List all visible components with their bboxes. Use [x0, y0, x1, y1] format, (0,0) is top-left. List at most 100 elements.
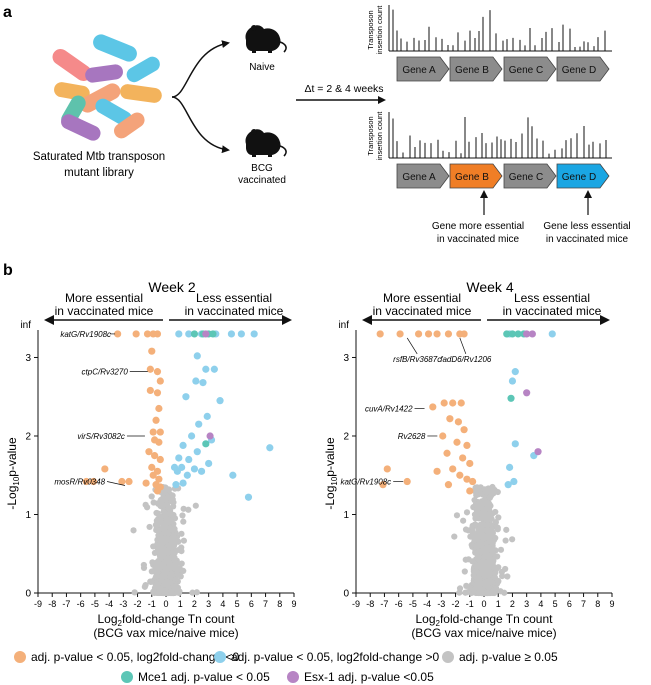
- point-nonsignificant: [176, 565, 183, 572]
- mouse-naive-icon: [245, 25, 287, 53]
- legend-swatch: [121, 671, 133, 683]
- point-blue: [193, 352, 201, 360]
- nonsignificant-points: [130, 483, 200, 597]
- point-blue: [210, 365, 218, 373]
- point-orange: [142, 479, 150, 487]
- legend-swatch: [14, 651, 26, 663]
- point-orange: [379, 481, 387, 489]
- gene-arrow: Gene B: [449, 56, 503, 82]
- series-orange: [376, 330, 477, 495]
- gene-arrow: Gene A: [396, 163, 450, 189]
- series-mce1: [190, 330, 217, 448]
- gene-label: Gene D: [562, 172, 596, 183]
- point-mce1: [209, 330, 217, 338]
- point-nonsignificant: [160, 560, 167, 567]
- series-blue: [170, 330, 274, 501]
- annotation-more-line1: Gene more essential: [432, 221, 524, 232]
- point-blue: [175, 330, 183, 338]
- x-tick-label: -1: [148, 599, 156, 609]
- point-nonsignificant: [158, 516, 165, 524]
- point-orange: [149, 428, 157, 436]
- y-tick-label: 0: [25, 589, 31, 600]
- x-tick-label: 1: [496, 599, 501, 609]
- point-orange: [414, 330, 423, 338]
- gene-shape: [556, 163, 610, 189]
- x-tick-label: -7: [62, 599, 70, 609]
- point-mce1: [507, 394, 515, 402]
- y-axis-label: -Log10p-value: [5, 437, 21, 510]
- point-orange: [153, 330, 162, 338]
- point-nonsignificant: [164, 549, 172, 556]
- point-blue: [203, 412, 211, 420]
- point-nonsignificant: [463, 509, 471, 516]
- series-blue: [504, 330, 556, 489]
- mouse-vaccinated-label-line2: vaccinated: [238, 175, 286, 186]
- inf-label: inf: [20, 320, 31, 331]
- point-nonsignificant: [168, 588, 175, 595]
- point-nonsignificant: [478, 564, 485, 571]
- point-blue: [229, 471, 237, 479]
- point-nonsignificant: [475, 548, 482, 555]
- point-nonsignificant: [158, 577, 165, 584]
- point-esx1: [206, 432, 214, 440]
- legend-label: adj. p-value < 0.05, log2fold-change <0: [31, 650, 239, 664]
- point-orange: [444, 481, 453, 489]
- legend-item: adj. p-value ≥ 0.05: [442, 650, 558, 664]
- bacteria-cluster-icon: [52, 34, 162, 141]
- point-nonsignificant: [485, 558, 492, 565]
- point-nonsignificant: [471, 536, 478, 543]
- point-nonsignificant: [484, 516, 491, 523]
- point-mce1: [503, 330, 511, 338]
- point-blue: [199, 379, 207, 387]
- point-blue: [266, 444, 274, 452]
- point-nonsignificant: [179, 512, 186, 519]
- gene-annotation: cuvA/Rv1422: [365, 405, 413, 414]
- arrow-left-line1: More essential: [383, 291, 461, 305]
- inf-label: inf: [338, 320, 349, 331]
- chart-title: Week 2: [148, 279, 195, 295]
- point-nonsignificant: [495, 578, 502, 585]
- point-nonsignificant: [497, 588, 504, 595]
- y-tick-label: 1: [343, 510, 349, 521]
- point-orange: [424, 330, 433, 338]
- point-blue: [508, 377, 517, 385]
- point-blue: [179, 479, 187, 487]
- gene-annotation: ctpC/Rv3270: [82, 368, 129, 377]
- point-orange: [396, 330, 404, 338]
- point-nonsignificant: [148, 493, 155, 500]
- point-orange: [439, 432, 447, 440]
- point-nonsignificant: [177, 573, 184, 580]
- point-nonsignificant: [176, 588, 183, 595]
- point-blue: [185, 455, 193, 464]
- track-bottom-ylabel-line2: insertion count: [375, 111, 384, 161]
- point-blue: [185, 330, 193, 338]
- gene-label: Gene B: [455, 172, 489, 183]
- point-orange: [148, 463, 156, 471]
- x-axis-label-line2: (BCG vax mice/naive mice): [93, 626, 238, 640]
- x-tick-label: 0: [163, 599, 168, 609]
- library-caption-line1: Saturated Mtb transposon: [33, 151, 165, 163]
- track-top-bars: [392, 9, 606, 51]
- annotation-less-line1: Gene less essential: [543, 221, 630, 232]
- x-tick-label: -5: [91, 599, 99, 609]
- point-nonsignificant: [463, 589, 470, 596]
- x-tick-label: 9: [609, 599, 614, 609]
- gene-annotation: rsfB/Rv3687c: [393, 355, 441, 364]
- x-tick-label: 2: [192, 599, 197, 609]
- point-orange: [156, 377, 164, 385]
- point-blue: [193, 448, 201, 456]
- point-nonsignificant: [168, 571, 175, 578]
- legend-label: adj. p-value ≥ 0.05: [459, 650, 558, 664]
- point-nonsignificant: [478, 501, 486, 508]
- point-nonsignificant: [451, 533, 458, 540]
- point-orange: [153, 368, 162, 376]
- point-orange: [155, 438, 163, 446]
- y-tick-label: 3: [25, 353, 31, 364]
- point-nonsignificant: [509, 536, 516, 543]
- point-orange: [463, 475, 471, 483]
- point-orange: [443, 449, 451, 457]
- annotation-leader: [406, 337, 418, 355]
- point-nonsignificant: [164, 529, 171, 536]
- point-orange: [457, 399, 465, 407]
